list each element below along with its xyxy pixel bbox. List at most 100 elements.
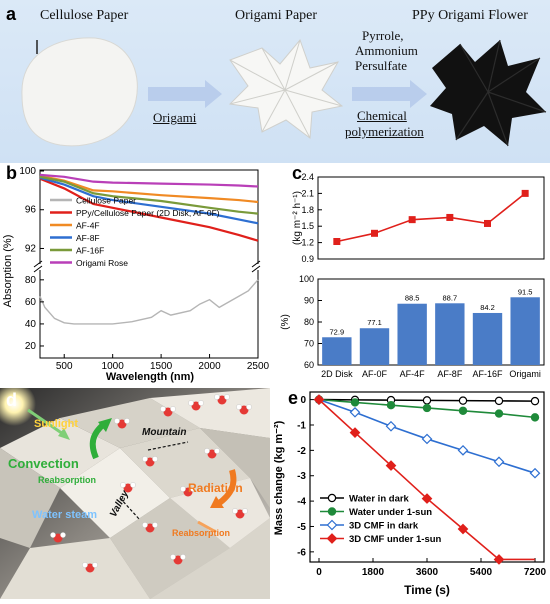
sun-glow xyxy=(0,388,36,426)
legend-label: Water under 1-sun xyxy=(349,507,432,518)
data-point xyxy=(385,460,397,471)
data-point xyxy=(422,396,432,405)
reagent-ammonium: Ammonium xyxy=(355,43,418,58)
reabsorption-arrow xyxy=(197,520,217,534)
water-molecule-hydrogen xyxy=(82,562,88,568)
ytick-label: 1.8 xyxy=(301,205,314,215)
sunlight-label: Sunlight xyxy=(34,418,78,430)
water-molecule-hydrogen xyxy=(170,554,176,560)
series-line-0 xyxy=(39,279,259,325)
ytick-label: 100 xyxy=(19,166,36,177)
water-molecule-oxygen xyxy=(173,555,183,565)
ppy-flower-label: PPy Origami Flower xyxy=(412,8,528,23)
bar-data-label: 88.5 xyxy=(405,294,420,303)
data-point xyxy=(494,409,504,418)
water-molecule-oxygen xyxy=(235,509,245,519)
cellulose-paper-label: Cellulose Paper xyxy=(40,8,129,23)
water-molecule-hydrogen xyxy=(232,508,238,514)
bar-data-label: 88.7 xyxy=(443,293,458,302)
data-point xyxy=(457,523,469,535)
water-molecule-hydrogen xyxy=(180,486,186,492)
ytick-label: -2 xyxy=(297,446,306,457)
data-point xyxy=(458,396,468,405)
series-line-2 xyxy=(39,174,259,204)
chem-label-2: polymerization xyxy=(345,124,424,139)
cellulose-paper-disc xyxy=(21,37,138,147)
origami-step-label: Origami xyxy=(153,110,197,125)
series-line-1 xyxy=(39,177,259,242)
xtick-label: 1000 xyxy=(102,361,125,372)
efficiency-bar xyxy=(397,303,427,365)
water-molecule-hydrogen xyxy=(124,418,130,424)
radiation-label: Radiation xyxy=(188,481,243,495)
data-point xyxy=(421,493,433,504)
convection-label: Convection xyxy=(8,456,79,471)
water-molecule-hydrogen xyxy=(190,486,196,492)
water-molecule-hydrogen xyxy=(224,394,230,400)
efficiency-bar xyxy=(359,328,390,365)
legend-label: AF-4F xyxy=(76,221,100,231)
series-line-4 xyxy=(39,175,259,215)
water-molecule-oxygen xyxy=(191,401,201,411)
efficiency-bar xyxy=(510,297,540,365)
ytick-label: 0 xyxy=(300,395,306,406)
reabsorption-right-label: Reabsorption xyxy=(172,528,231,538)
water-molecule-hydrogen xyxy=(92,562,98,568)
data-point xyxy=(493,554,505,565)
data-point xyxy=(326,533,338,544)
ytick-label: -6 xyxy=(297,547,306,558)
data-point xyxy=(349,406,361,418)
ytick-label: -3 xyxy=(297,471,306,482)
water-molecule-hydrogen xyxy=(214,448,220,454)
water-steam-label: Water steam xyxy=(32,509,98,521)
water-molecule-hydrogen xyxy=(242,508,248,514)
water-molecule-hydrogen xyxy=(170,406,176,412)
ytick-label: 0.9 xyxy=(301,254,314,264)
category-label: AF-4F xyxy=(400,369,426,379)
bar-data-label: 72.9 xyxy=(330,327,345,336)
chart-c-bottom-frame xyxy=(317,278,545,366)
xtick-label: 1800 xyxy=(362,567,385,578)
panel-a-process: a Cellulose Paper Origami Paper PPy Orig… xyxy=(0,0,550,163)
ytick-label: 2.4 xyxy=(301,172,314,182)
panel-a-illustration xyxy=(21,37,547,147)
reabsorption-left-label: Reabsorption xyxy=(38,475,97,485)
water-molecule-hydrogen xyxy=(204,448,210,454)
data-point xyxy=(422,403,432,413)
panel-label-e: e xyxy=(288,388,299,408)
ytick-label: 2.1 xyxy=(301,188,314,198)
chart-c-top-ylabel: (kg m⁻² h⁻¹) xyxy=(292,191,303,245)
data-point xyxy=(530,396,540,406)
xtick-label: 2500 xyxy=(247,361,270,372)
data-point xyxy=(421,433,433,445)
xtick-label: 5400 xyxy=(470,567,493,578)
water-molecule-oxygen xyxy=(145,457,155,467)
panel-b-absorption: b 500 1000 1500 2000 2500 100 96 92 80 60 40 20 Cel… xyxy=(0,163,270,385)
legend-label: Origami Rose xyxy=(76,258,128,268)
ytick-label: 80 xyxy=(304,317,314,327)
chart-b-ylabel: Absorption (%) xyxy=(2,235,14,308)
legend-label: Water in dark xyxy=(349,494,410,505)
legend-label: 3D CMF under 1-sun xyxy=(349,534,442,545)
panel-label-b: b xyxy=(6,163,17,183)
data-point xyxy=(493,456,505,468)
category-label: 2D Disk xyxy=(321,369,353,379)
ytick-label: 60 xyxy=(304,360,314,370)
water-molecule-hydrogen xyxy=(60,532,66,538)
panel-label-c: c xyxy=(292,163,303,183)
evap-rate-point xyxy=(521,189,529,197)
water-molecule-hydrogen xyxy=(246,404,252,410)
category-label: AF-0F xyxy=(362,369,388,379)
bar-data-label: 91.5 xyxy=(518,287,533,296)
category-label: AF-8F xyxy=(437,369,463,379)
water-molecule-hydrogen xyxy=(188,400,194,406)
data-point xyxy=(529,467,541,479)
panel-d-mechanism: d Sunlight Convection Reabsorption Mount… xyxy=(0,388,270,599)
chart-e-ylabel: Mass change (kg m⁻²) xyxy=(273,420,285,535)
evap-rate-point xyxy=(446,213,454,221)
xtick-label: 3600 xyxy=(416,567,439,578)
data-point xyxy=(349,427,361,438)
chem-label-1: Chemical xyxy=(357,108,407,123)
ytick-label: 1.2 xyxy=(301,238,314,248)
data-point xyxy=(457,445,469,456)
